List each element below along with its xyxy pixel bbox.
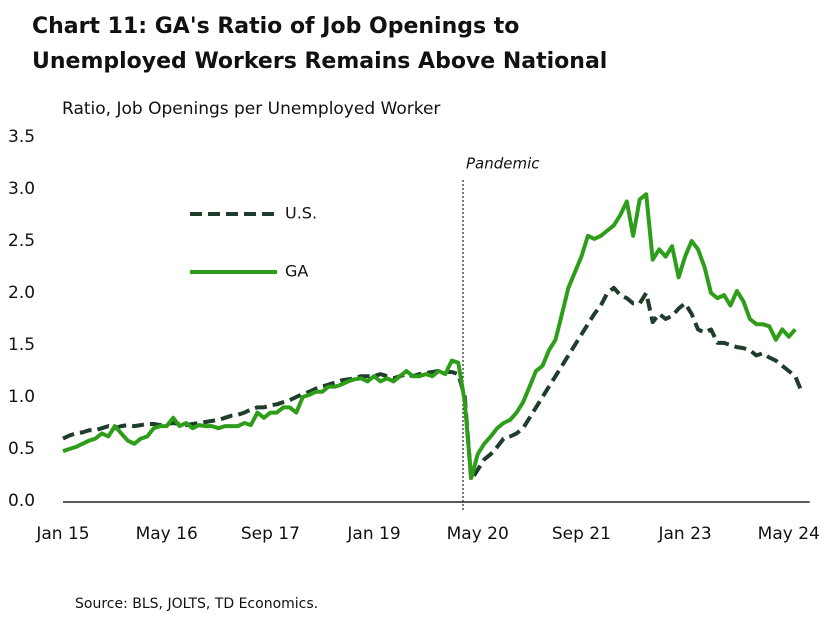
x-tick-label: May 16 bbox=[136, 524, 198, 544]
y-tick-label: 3.0 bbox=[8, 179, 35, 199]
y-tick-label: 1.5 bbox=[8, 335, 35, 355]
x-tick-label: Jan 15 bbox=[35, 524, 89, 544]
legend-label: GA bbox=[285, 262, 308, 281]
line-series bbox=[62, 285, 804, 483]
annotation: Pandemic bbox=[466, 155, 540, 173]
legend-label: U.S. bbox=[285, 204, 317, 223]
y-axis-title: Ratio, Job Openings per Unemployed Worke… bbox=[62, 99, 440, 119]
y-tick-label: 2.5 bbox=[8, 231, 35, 251]
x-tick-label: May 20 bbox=[447, 524, 509, 544]
y-tick-label: 3.5 bbox=[8, 127, 35, 147]
x-tick-label: Sep 21 bbox=[552, 524, 611, 544]
y-tick-label: 1.0 bbox=[8, 387, 35, 407]
source-note: Source: BLS, JOLTS, TD Economics. bbox=[75, 596, 318, 612]
x-tick-label: Sep 17 bbox=[241, 524, 300, 544]
chart-title: Chart 11: GA's Ratio of Job Openings to bbox=[32, 14, 519, 39]
y-tick-label: 0.0 bbox=[8, 491, 35, 511]
x-tick-label: Jan 19 bbox=[346, 524, 400, 544]
line-series bbox=[62, 192, 797, 481]
y-tick-label: 2.0 bbox=[8, 283, 35, 303]
x-tick-label: Jan 23 bbox=[657, 524, 711, 544]
y-tick-label: 0.5 bbox=[8, 439, 35, 459]
chart-title: Unemployed Workers Remains Above Nationa… bbox=[32, 49, 607, 74]
x-tick-label: May 24 bbox=[758, 524, 820, 544]
